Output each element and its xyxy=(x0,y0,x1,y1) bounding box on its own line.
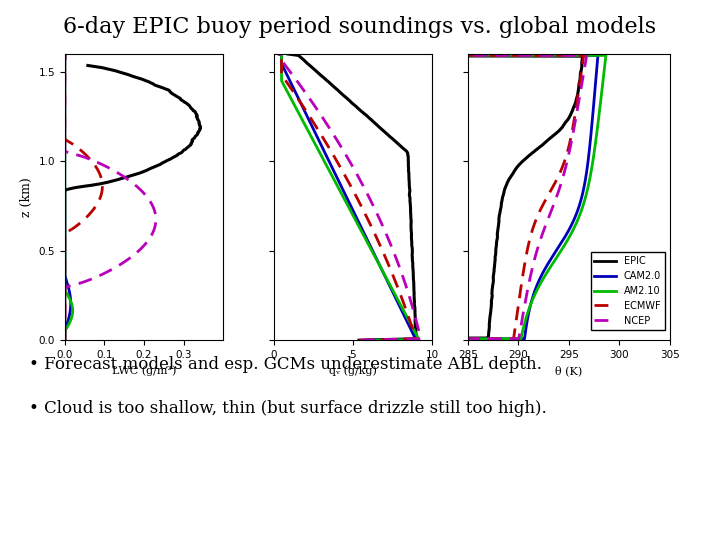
Y-axis label: z (km): z (km) xyxy=(20,177,33,217)
X-axis label: qᵥ (g/kg): qᵥ (g/kg) xyxy=(329,366,377,376)
X-axis label: θ (K): θ (K) xyxy=(555,366,582,376)
Text: 6-day EPIC buoy period soundings vs. global models: 6-day EPIC buoy period soundings vs. glo… xyxy=(63,16,657,38)
X-axis label: LWC (g/m³): LWC (g/m³) xyxy=(112,366,176,376)
Text: • Cloud is too shallow, thin (but surface drizzle still too high).: • Cloud is too shallow, thin (but surfac… xyxy=(29,400,546,416)
Text: • Forecast models and esp. GCMs underestimate ABL depth.: • Forecast models and esp. GCMs underest… xyxy=(29,356,541,373)
Legend: EPIC, CAM2.0, AM2.10, ECMWF, NCEP: EPIC, CAM2.0, AM2.10, ECMWF, NCEP xyxy=(590,252,665,329)
